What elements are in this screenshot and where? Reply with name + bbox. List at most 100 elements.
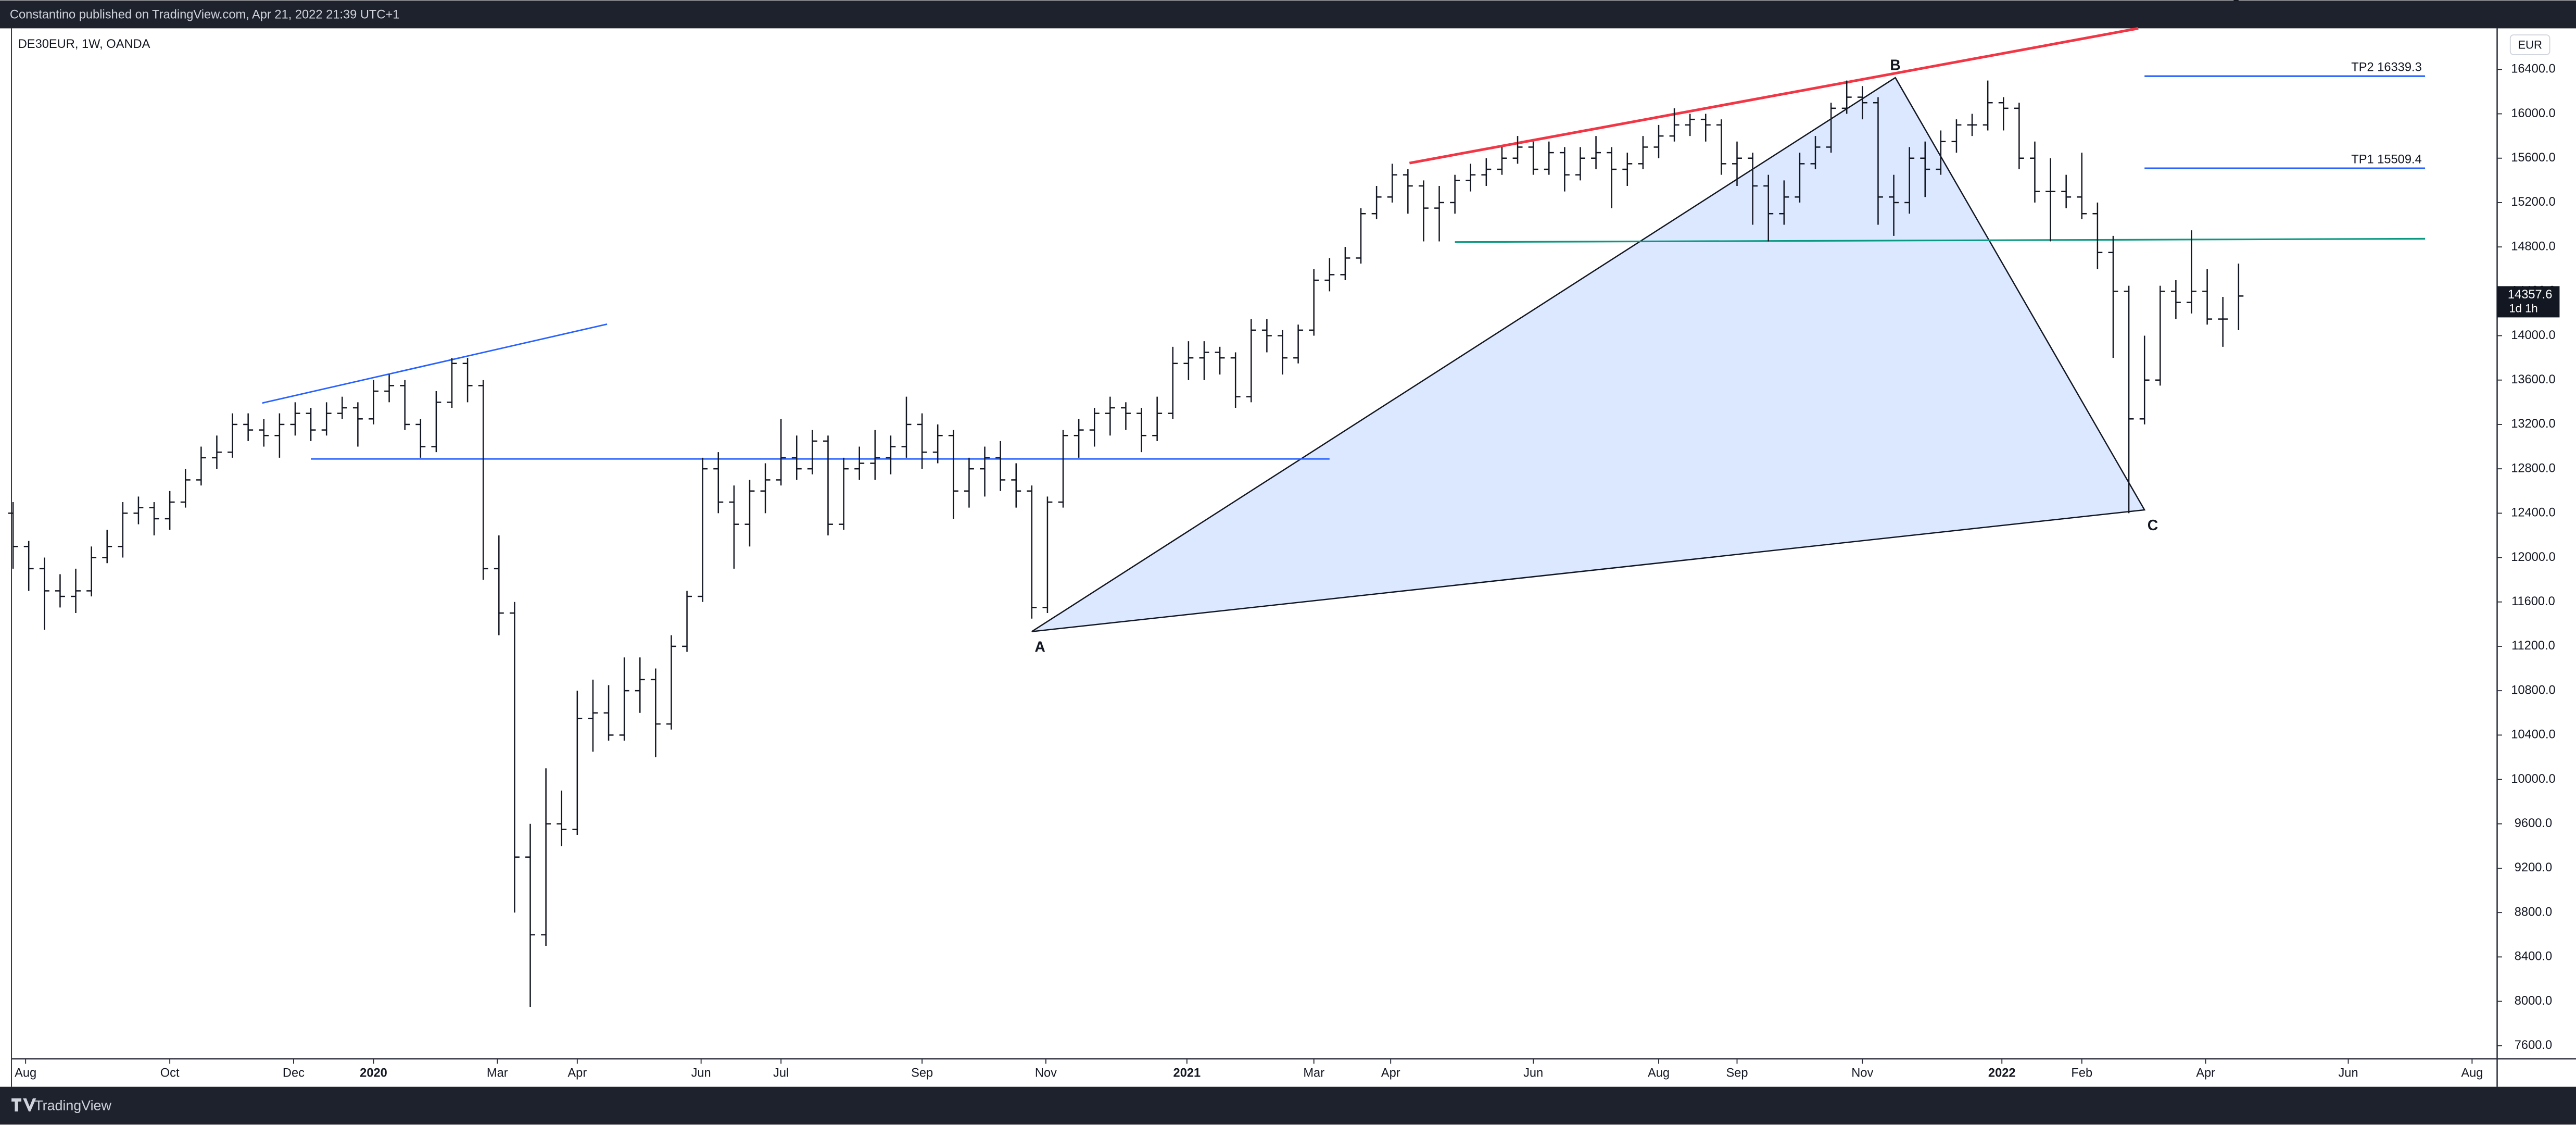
ohlc-bar [1042,496,1053,614]
y-tick-label: 13600.0 [2511,373,2556,386]
y-tick-label: 13200.0 [2511,417,2556,431]
ohlc-bar [149,502,159,535]
ohlc-bar [2202,269,2213,325]
ohlc-bar [1183,341,1194,380]
ohlc-bar [854,446,865,480]
ohlc-bar [1137,407,1147,453]
ohlc-bar [1261,319,1272,353]
ohlc-bar [980,446,990,497]
ohlc-bar [635,657,645,713]
pattern-triangle [1031,77,2146,632]
ohlc-bar [2155,285,2165,386]
ohlc-bar [619,657,629,741]
ohlc-bar [55,574,65,608]
y-tick-label: 16400.0 [2511,63,2556,76]
ohlc-bar [1199,341,1209,380]
ohlc-bar [478,380,488,580]
x-tick-label: Nov [1035,1067,1057,1080]
x-tick-label: Apr [1381,1067,1400,1080]
y-tick-label: 10400.0 [2511,728,2556,742]
ohlc-bar [1936,130,1946,175]
ohlc-bar [2030,141,2040,203]
ohlc-bar [1387,164,1397,203]
ohlc-bar [228,413,238,458]
x-tick-label: Jun [691,1067,711,1080]
ohlc-bar [1246,319,1256,403]
x-tick-label: Dec [283,1067,305,1080]
x-tick-label: Jul [773,1067,789,1080]
y-tick-label: 7600.0 [2515,1039,2552,1052]
ohlc-bar [431,391,441,453]
ohlc-bar [1700,114,1711,142]
ohlc-bar [1293,324,1304,364]
y-tick-label: 10800.0 [2511,683,2556,697]
ohlc-bar [1779,180,1789,225]
y-tick-label: 8400.0 [2515,950,2552,964]
ohlc-bar [666,635,676,730]
ohlc-bar [964,457,974,508]
target-label: TP1 15509.4 [2351,153,2421,166]
ohlc-bar [760,463,771,514]
y-tick-label: 8800.0 [2515,905,2552,919]
ohlc-bar [744,480,755,547]
ohlc-bar [1356,208,1366,264]
trendline [1409,27,2139,165]
ohlc-bar [1105,396,1115,436]
ohlc-bar [165,491,175,530]
x-tick-label: Sep [1726,1067,1748,1080]
ohlc-bar [2139,335,2150,424]
ohlc-bar [352,402,363,447]
ohlc-bar [650,668,661,757]
y-tick-label: 10000.0 [2511,772,2556,786]
ohlc-bar [1497,147,1507,175]
ohlc-bar [415,419,426,458]
ohlc-bar [290,402,300,436]
ohlc-bar [1011,463,1021,508]
ohlc-bar [1559,147,1570,192]
ohlc-bar [1638,136,1648,170]
ohlc-bar [603,685,614,741]
ohlc-bar [1967,114,1977,136]
ohlc-bar [1528,141,1538,175]
ohlc-bar [1873,97,1883,225]
ohlc-bar [1324,258,1335,292]
ohlc-bar [776,419,786,486]
ohlc-bar [102,530,112,564]
publisher-info: Constantino published on TradingView.com… [10,8,400,21]
plot-area [11,28,2497,1059]
ohlc-bar [1544,141,1554,175]
ohlc-bar [1074,419,1084,458]
ohlc-bar [1998,97,2009,131]
ohlc-bar [1982,80,1993,131]
y-tick-label: 15600.0 [2511,151,2556,165]
last-price-label: 14357.6 [2508,288,2553,302]
ohlc-bar [2108,235,2118,358]
x-tick-label: Jun [2338,1067,2358,1080]
x-tick-label: Nov [1851,1067,1873,1080]
pattern-point-label: B [1890,57,1901,73]
chart-layer: 16400.016000.015600.015200.014800.014400… [8,0,2560,1080]
ohlc-bar [1512,136,1523,164]
symbol-label: DE30EUR, 1W, OANDA [18,38,150,51]
x-tick-label: Feb [2071,1067,2092,1080]
ohlc-bar [791,435,802,480]
ohlc-bar [901,396,912,458]
ohlc-bar [682,591,692,652]
ohlc-bar [807,430,817,474]
ohlc-bar [1027,485,1037,619]
ohlc-bar [2045,158,2056,242]
ohlc-bar [1732,141,1742,186]
x-tick-label: Mar [1303,1067,1324,1080]
trendline [1455,238,2426,243]
ohlc-bar [1466,164,1476,192]
y-tick-label: 9600.0 [2515,817,2552,830]
y-tick-label: 14800.0 [2511,240,2556,253]
ohlc-bar [306,407,316,441]
ohlc-bar [557,790,567,846]
ohlc-bar [2014,103,2024,170]
ohlc-bar [1089,407,1100,447]
ohlc-bar [1230,352,1241,408]
y-tick-label: 12400.0 [2511,506,2556,520]
x-tick-label: Oct [160,1067,180,1080]
